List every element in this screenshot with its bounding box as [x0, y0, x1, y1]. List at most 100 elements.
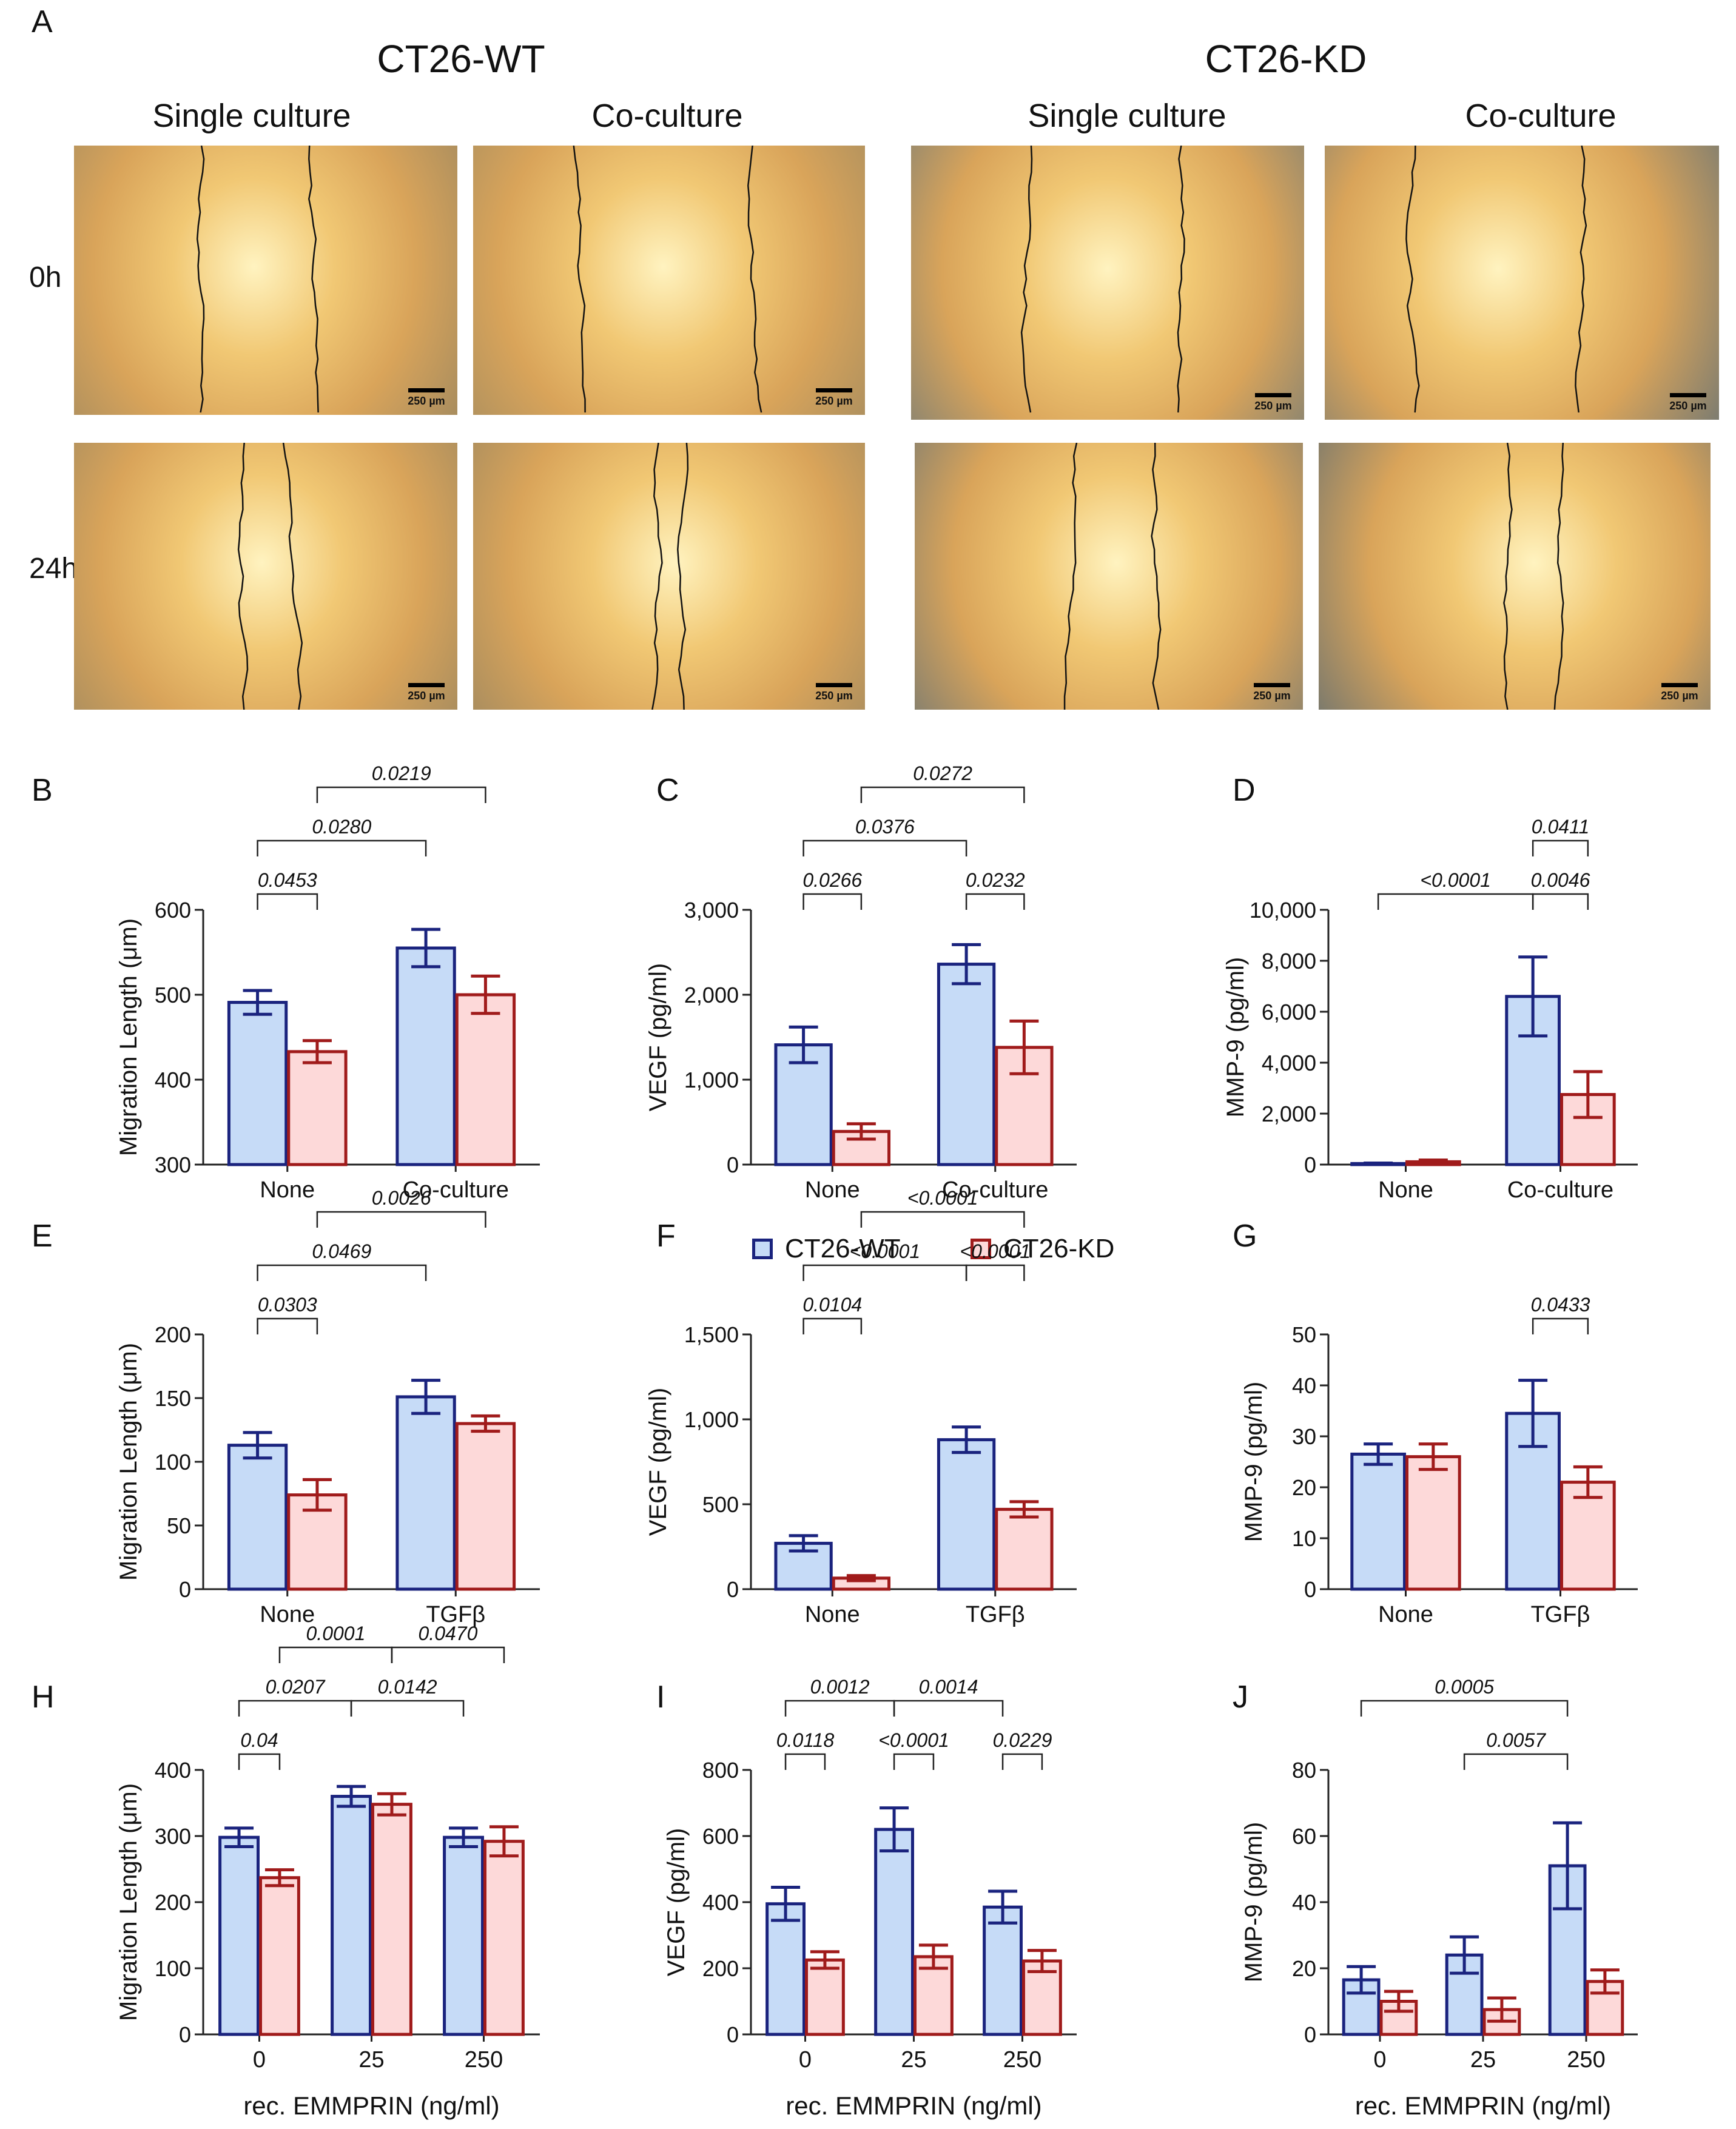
- p-value-label: 0.0219: [372, 762, 431, 784]
- y-tick-label: 100: [155, 1450, 191, 1475]
- p-value-label: 0.0470: [419, 1623, 478, 1644]
- y-tick-label: 600: [702, 1824, 739, 1849]
- wound-edge-right: [1177, 146, 1185, 413]
- x-axis-label: rec. EMMPRIN (ng/ml): [786, 2091, 1041, 2120]
- p-value-label: 0.0280: [312, 816, 371, 838]
- y-tick-label: 200: [702, 1956, 739, 1981]
- y-tick-label: 6,000: [1262, 1000, 1316, 1024]
- x-tick-label: 250: [1003, 2047, 1041, 2073]
- y-axis-label: MMP-9 (pg/ml): [1240, 1822, 1267, 1982]
- legend-label-wt: CT26-WT: [785, 1234, 901, 1263]
- y-tick-label: 300: [155, 1152, 191, 1177]
- y-tick-label: 40: [1292, 1890, 1316, 1915]
- scale-bar-line: [1670, 393, 1706, 397]
- significance-bracket: [257, 893, 318, 910]
- y-tick-label: 1,000: [684, 1068, 739, 1092]
- bar-kd: [1560, 1481, 1616, 1591]
- y-tick-label: 50: [167, 1513, 191, 1538]
- y-tick-label: 30: [1292, 1424, 1316, 1449]
- x-tick-label: 25: [901, 2047, 926, 2073]
- panel-letter-d: D: [1233, 773, 1256, 808]
- panel-letter-c: C: [656, 773, 679, 808]
- wound-edge-right: [1553, 443, 1564, 710]
- significance-bracket: [802, 893, 863, 910]
- wound-edge-right: [1575, 146, 1587, 413]
- p-value-label: 0.0229: [993, 1729, 1052, 1751]
- bar-kd: [805, 1958, 845, 2036]
- significance-bracket: [860, 786, 1025, 803]
- p-value-label: <0.0001: [878, 1729, 949, 1751]
- y-tick-label: 200: [155, 1322, 191, 1347]
- y-tick-label: 60: [1292, 1824, 1316, 1849]
- x-tick-label: Co-culture: [1507, 1177, 1613, 1203]
- scale-bar-line: [816, 388, 852, 392]
- y-tick-label: 1,000: [684, 1407, 739, 1432]
- y-axis-label: Migration Length (μm): [115, 918, 142, 1156]
- y-tick-label: 500: [155, 983, 191, 1007]
- p-value-label: 0.04: [240, 1729, 278, 1751]
- x-tick-label: TGFβ: [426, 1602, 485, 1627]
- bar-kd: [371, 1803, 412, 2036]
- p-value-label: <0.0001: [960, 1240, 1031, 1262]
- wound-edge-right: [1151, 443, 1162, 710]
- x-axis-label: rec. EMMPRIN (ng/ml): [1355, 2091, 1611, 2120]
- bar-kd: [1022, 1959, 1062, 2036]
- bar-kd: [995, 1507, 1054, 1591]
- y-tick-label: 150: [155, 1386, 191, 1411]
- group-title-wt: CT26-WT: [377, 37, 545, 81]
- panel-letter-i: I: [656, 1680, 665, 1715]
- row-label-0h: 0h: [29, 261, 62, 294]
- wound-edge-left: [1503, 443, 1513, 710]
- panel-letter-b: B: [32, 773, 53, 808]
- y-tick-label: 100: [155, 1956, 191, 1981]
- panel-letter-e: E: [32, 1219, 53, 1254]
- p-value-label: <0.0001: [907, 1187, 978, 1209]
- bar-wt: [395, 946, 456, 1166]
- scale-bar: 250 µm: [1253, 393, 1293, 412]
- y-axis-label: VEGF (pg/ml): [645, 963, 671, 1111]
- chart-panel-e: E 0 50 100 150 200 Migration Length (μm) None TG…: [32, 1187, 540, 1627]
- scale-bar-label: 250 µm: [815, 395, 853, 407]
- y-tick-label: 0: [727, 2022, 739, 2047]
- bar-kd: [455, 1422, 516, 1591]
- micrograph-wt-co-0h: 250 µm: [473, 146, 865, 415]
- chart-panel-g: G 0 10 20 30 40 50 MMP-9 (pg/ml) None TGFβ 0.0433: [1233, 1219, 1638, 1627]
- significance-bracket: [860, 1211, 1025, 1228]
- bar-wt: [765, 1902, 806, 2036]
- chart-panel-i: I 0 200 400 600 800 VEGF (pg/ml) 0 25 250 0.0118 <0…: [656, 1676, 1077, 2120]
- p-value-label: 0.0272: [913, 762, 972, 784]
- panel-letter-g: G: [1233, 1219, 1257, 1254]
- significance-bracket: [1532, 1317, 1589, 1334]
- wound-edge-left: [573, 146, 586, 413]
- bar-wt: [983, 1905, 1023, 2036]
- x-tick-label: TGFβ: [1531, 1602, 1590, 1627]
- significance-bracket: [784, 1753, 826, 1770]
- significance-bracket: [1001, 1753, 1043, 1770]
- p-value-label: <0.0001: [1420, 869, 1491, 891]
- x-tick-label: None: [260, 1177, 315, 1203]
- legend-swatch-wt: [752, 1239, 773, 1259]
- y-axis-label: Migration Length (μm): [115, 1783, 142, 2021]
- bar-wt: [227, 1001, 288, 1166]
- bar-kd: [1405, 1455, 1461, 1591]
- x-tick-label: 0: [253, 2047, 266, 2073]
- micrograph-kd-single-0h: 250 µm: [911, 146, 1304, 420]
- y-tick-label: 8,000: [1262, 949, 1316, 974]
- y-tick-label: 2,000: [684, 983, 739, 1007]
- significance-bracket: [802, 839, 967, 856]
- bar-wt: [937, 963, 996, 1166]
- y-tick-label: 300: [155, 1824, 191, 1849]
- p-value-label: <0.0001: [850, 1240, 921, 1262]
- y-tick-label: 0: [179, 1577, 191, 1602]
- significance-bracket: [802, 1264, 967, 1281]
- wound-edge-right: [282, 443, 303, 710]
- scale-bar-label: 250 µm: [408, 690, 445, 702]
- significance-bracket: [784, 1700, 895, 1717]
- y-tick-label: 0: [1304, 2022, 1316, 2047]
- significance-bracket: [1532, 839, 1589, 856]
- significance-bracket: [1463, 1753, 1569, 1770]
- y-tick-label: 600: [155, 898, 191, 923]
- panel-letter-f: F: [656, 1219, 676, 1254]
- scale-bar: 250 µm: [1252, 683, 1292, 702]
